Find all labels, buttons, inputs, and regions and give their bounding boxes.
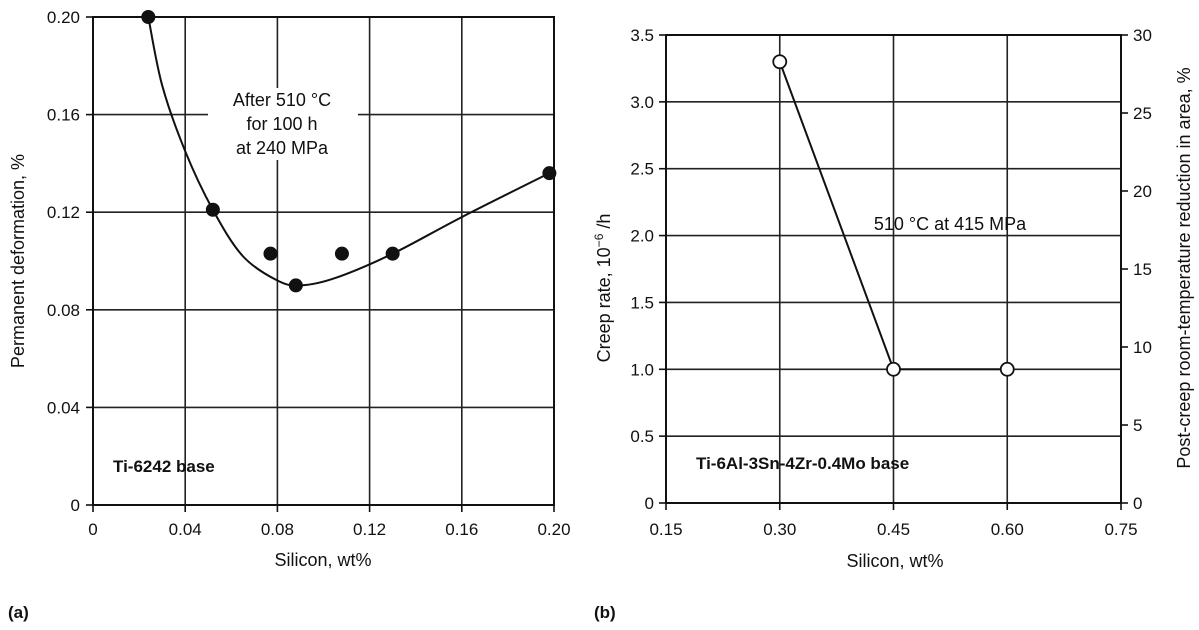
panel-b-x-tick-label: 0.75 xyxy=(1104,520,1137,539)
panel-b-y-tick-label: 3.5 xyxy=(630,26,654,45)
panel-b-y2-tick-label: 25 xyxy=(1133,104,1152,123)
panel-a-x-axis-label: Silicon, wt% xyxy=(274,550,371,570)
panel-a-y-tick-label: 0.04 xyxy=(47,398,80,417)
panel-a-x-tick-label: 0.16 xyxy=(445,520,478,539)
panel-b-data-point xyxy=(886,361,901,377)
panel-b-data-point xyxy=(999,361,1015,377)
panel-b-x-tick-label: 0.15 xyxy=(649,520,682,539)
panel-a-annotation-line-3: at 240 MPa xyxy=(236,138,329,158)
panel-a-x-tick-label: 0.04 xyxy=(169,520,202,539)
panel-a-data-point xyxy=(141,10,156,24)
annotation-background xyxy=(208,88,358,160)
panel-a-x-tick-label: 0 xyxy=(88,520,97,539)
panel-b-y2-tick-label: 15 xyxy=(1133,260,1152,279)
panel-a-plot-frame xyxy=(92,16,555,506)
panel-b-label: (b) xyxy=(594,603,616,622)
panel-a-y-tick-label: 0.12 xyxy=(47,203,80,222)
panel-a-data-point xyxy=(263,246,278,261)
panel-a-data-point xyxy=(385,246,400,261)
panel-b-y-tick-label: 0.5 xyxy=(630,427,654,446)
panel-a: 0 0.04 0.08 0.12 0.16 0.20 0 0.04 0.08 0.12 0.16 0.… xyxy=(8,8,571,622)
panel-b-x-axis-label: Silicon, wt% xyxy=(846,551,943,571)
panel-b-y-tick-label: 0 xyxy=(645,494,654,513)
panel-a-y-tick-label: 0.08 xyxy=(47,301,80,320)
panel-b-y2-tick-label: 0 xyxy=(1133,494,1142,513)
panel-b: 0.15 0.30 0.45 0.60 0.75 0 0.5 1.0 1.5 2.0 2.5 3.0 3… xyxy=(592,26,1194,622)
panel-b-data-point xyxy=(772,54,788,70)
panel-b-x-tick-label: 0.45 xyxy=(877,520,910,539)
panel-a-y-tick-label: 0.16 xyxy=(47,106,80,125)
panel-a-data-point xyxy=(334,246,349,261)
panel-a-annotation-line-2: for 100 h xyxy=(246,114,317,134)
panel-b-x-tick-label: 0.60 xyxy=(991,520,1024,539)
panel-a-fit-curve xyxy=(147,16,550,287)
panel-a-label: (a) xyxy=(8,603,29,622)
panel-b-x-tick-label: 0.30 xyxy=(763,520,796,539)
panel-b-y2-axis-label: Post-creep room-temperature reduction in… xyxy=(1174,67,1194,468)
panel-b-y-tick-label: 1.5 xyxy=(630,293,654,312)
panel-b-y2-tick-label: 20 xyxy=(1133,182,1152,201)
panel-a-annotation-line-1: After 510 °C xyxy=(233,90,331,110)
panel-b-annotation: 510 °C at 415 MPa xyxy=(874,214,1027,234)
panel-a-data-point xyxy=(542,166,557,181)
panel-b-y-tick-label: 1.0 xyxy=(630,360,654,379)
panel-a-y-tick-label: 0.20 xyxy=(47,8,80,27)
panel-b-y-tick-label: 2.5 xyxy=(630,160,654,179)
panel-a-x-tick-label: 0.20 xyxy=(537,520,570,539)
panel-a-data-point xyxy=(288,278,303,293)
panel-a-x-tick-label: 0.08 xyxy=(261,520,294,539)
panel-b-y-axis-exponent: −6 xyxy=(592,233,606,247)
panel-b-y-tick-label: 2.0 xyxy=(630,227,654,246)
panel-a-data-point xyxy=(205,202,220,217)
panel-a-y-tick-label: 0 xyxy=(71,496,80,515)
panel-b-y-axis-label: Creep rate, 10−6 /h xyxy=(592,214,614,363)
panel-a-y-axis-label: Permanent deformation, % xyxy=(8,154,28,368)
panel-a-x-tick-label: 0.12 xyxy=(353,520,386,539)
panel-b-y2-tick-label: 30 xyxy=(1133,26,1152,45)
panel-b-y2-tick-label: 10 xyxy=(1133,338,1152,357)
panel-b-base-label: Ti-6Al-3Sn-4Zr-0.4Mo base xyxy=(696,454,909,473)
panel-b-y2-tick-label: 5 xyxy=(1133,416,1142,435)
panel-b-y-tick-label: 3.0 xyxy=(630,93,654,112)
panel-a-base-label: Ti-6242 base xyxy=(113,457,215,476)
